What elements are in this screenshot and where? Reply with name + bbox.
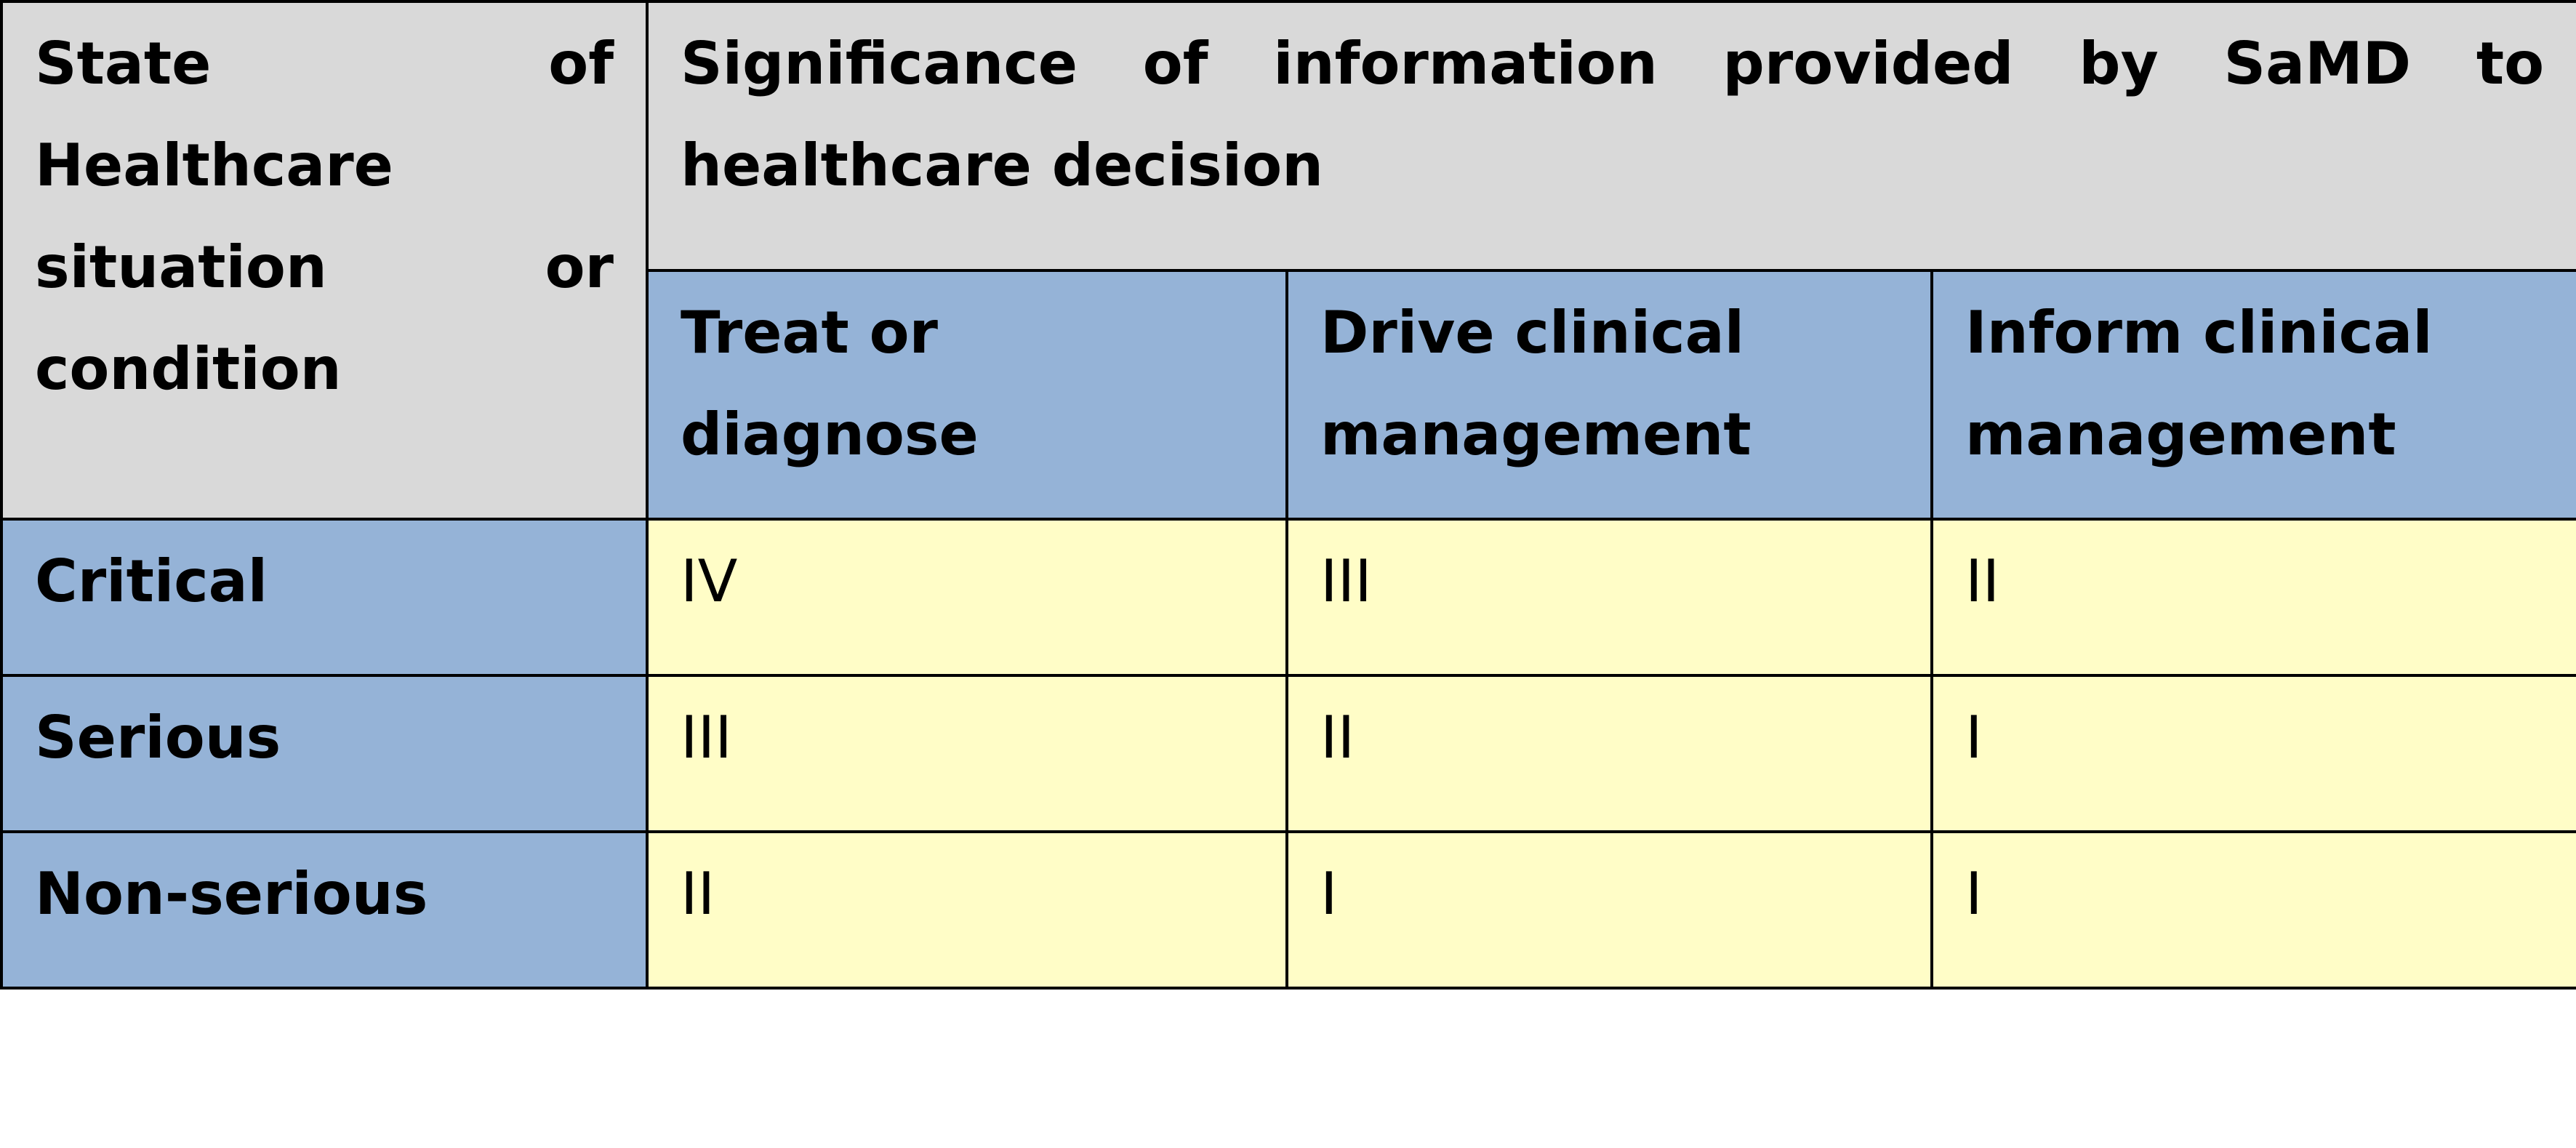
column-header-inform-clinical-management: Inform clinical management	[1930, 269, 2576, 521]
category-value: I	[1320, 860, 1338, 928]
column-header-treat-or-diagnose: Treat or diagnose	[646, 269, 1288, 521]
category-value: II	[1965, 547, 2000, 615]
row-header-critical: Critical	[0, 518, 649, 677]
category-value: II	[1320, 704, 1355, 771]
category-value: I	[1965, 860, 1983, 928]
table-row: Critical IV III II	[0, 518, 2576, 677]
corner-header-cell: State of Healthcare situation or conditi…	[0, 0, 649, 521]
table-cell: I	[1930, 830, 2576, 990]
row-header-non-serious: Non-serious	[0, 830, 649, 990]
table-cell: II	[1930, 518, 2576, 677]
row-header-label: Serious	[35, 704, 281, 771]
group-header-cell: Significance of information provided by …	[645, 0, 2576, 272]
category-value: IV	[681, 547, 738, 615]
table-cell: II	[646, 830, 1288, 990]
row-header-serious: Serious	[0, 674, 649, 833]
category-value: I	[1965, 704, 1983, 771]
table-cell: III	[1285, 518, 1933, 677]
table-cell: I	[1285, 830, 1933, 990]
table-row: Serious III II I	[0, 674, 2576, 833]
group-header-label: Significance of information provided by …	[681, 30, 2545, 199]
row-header-label: Non-serious	[35, 860, 428, 928]
column-header-label: Drive clinical management	[1320, 299, 1752, 468]
row-header-label: Critical	[35, 547, 268, 615]
table-cell: IV	[646, 518, 1288, 677]
column-header-label: Inform clinical management	[1965, 299, 2433, 468]
table-cell: I	[1930, 674, 2576, 833]
column-header-label: Treat or diagnose	[681, 299, 979, 468]
table-header-row: State of Healthcare situation or conditi…	[0, 0, 2576, 521]
table-cell: II	[1285, 674, 1933, 833]
column-header-drive-clinical-management: Drive clinical management	[1285, 269, 1933, 521]
category-value: II	[681, 860, 715, 928]
category-value: III	[1320, 547, 1372, 615]
table-cell: III	[646, 674, 1288, 833]
column-header-row: Treat or diagnose Drive clinical managem…	[1, 269, 2576, 521]
samd-risk-table: State of Healthcare situation or conditi…	[0, 0, 2576, 990]
corner-header-label: State of Healthcare situation or conditi…	[35, 30, 614, 403]
table-row: Non-serious II I I	[0, 830, 2576, 990]
category-value: III	[681, 704, 732, 771]
